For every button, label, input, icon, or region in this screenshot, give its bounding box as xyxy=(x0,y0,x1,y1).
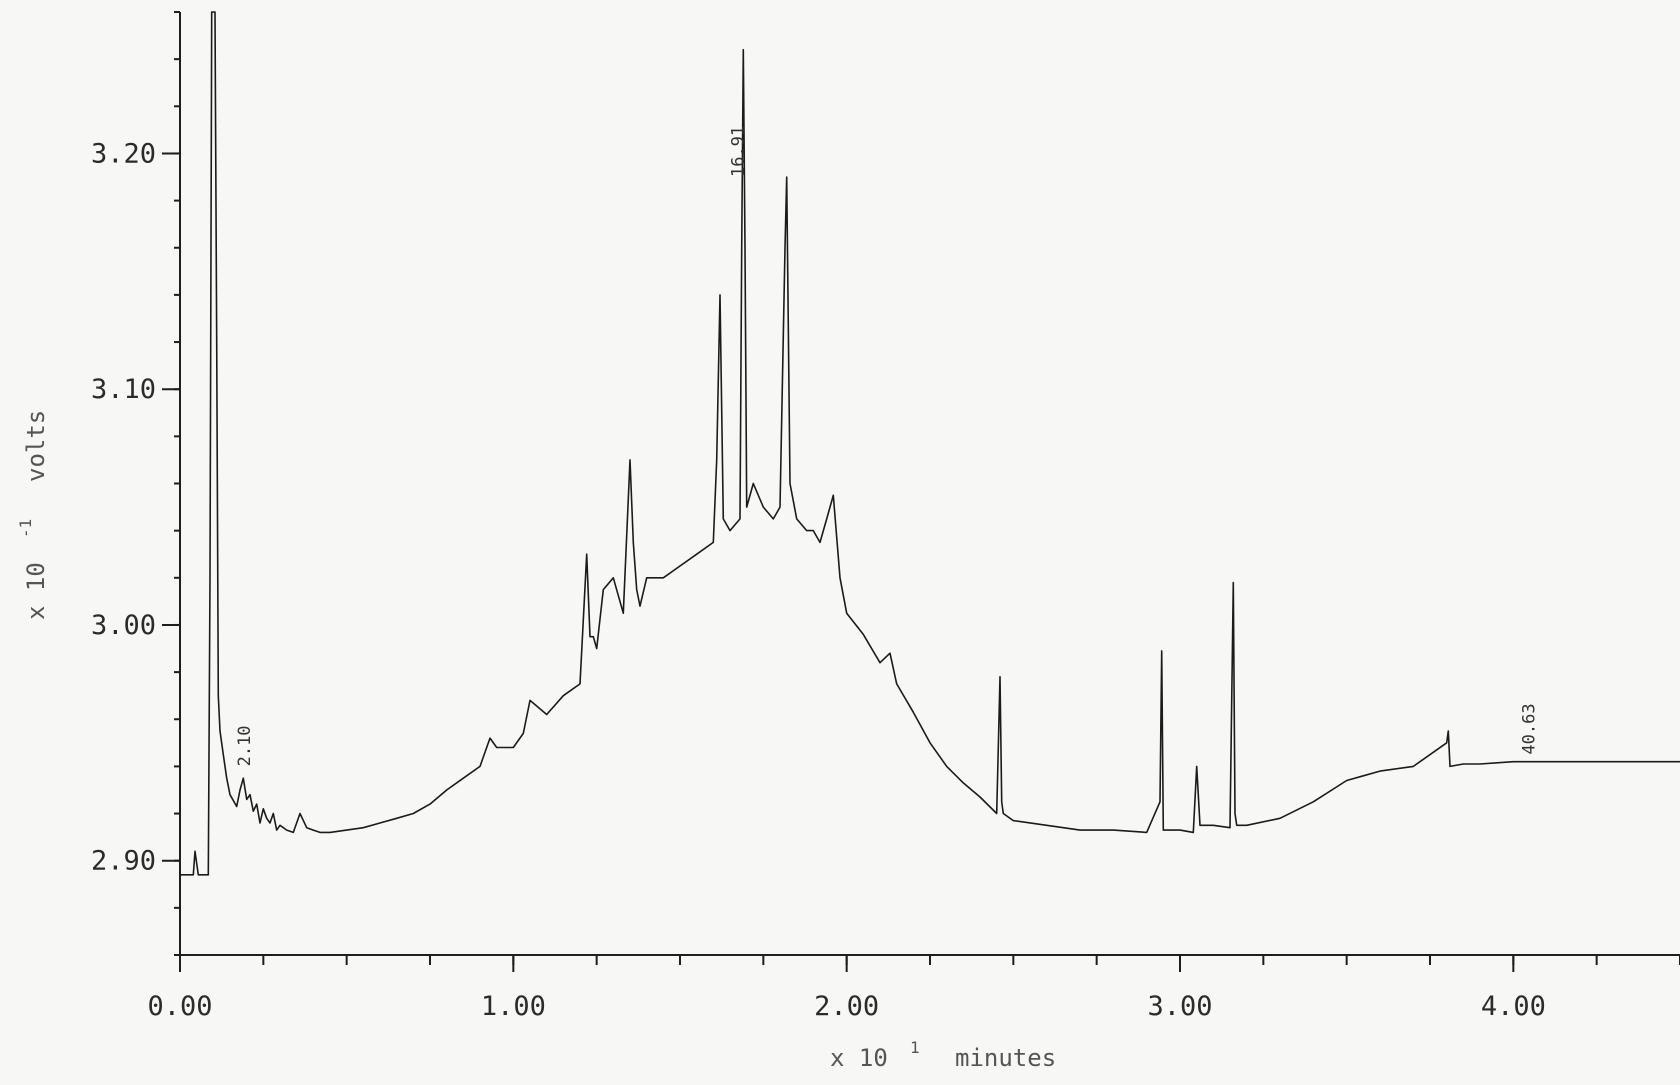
y-axis-title: x 10 -1 volts xyxy=(16,410,50,620)
x-axis-title-prefix: x 10 xyxy=(830,1044,888,1072)
plot-area: 0.00 1.00 2.00 3.00 4.00 2.90 3.00 3.10 3.20 2.… xyxy=(91,11,1680,1022)
peak-label: 40.63 xyxy=(1519,703,1539,754)
x-tick-label: 1.00 xyxy=(481,991,546,1022)
y-tick-label: 3.20 xyxy=(91,138,156,169)
y-tick-label: 3.10 xyxy=(91,374,156,405)
x-ticks: 0.00 1.00 2.00 3.00 4.00 xyxy=(147,955,1546,1022)
x-tick-label: 2.00 xyxy=(814,991,879,1022)
y-axis-title-prefix: x 10 xyxy=(22,562,50,620)
y-tick-label: 2.90 xyxy=(91,846,156,877)
x-tick-label: 0.00 xyxy=(147,991,212,1022)
x-minor-ticks xyxy=(179,955,1680,965)
y-tick-label: 3.00 xyxy=(91,610,156,641)
x-axis-title-exponent: 1 xyxy=(910,1038,920,1057)
y-axis-title-exponent: -1 xyxy=(16,519,35,538)
peak-annotations: 2.10 16.91 40.63 xyxy=(235,126,1539,767)
x-tick-label: 4.00 xyxy=(1481,991,1546,1022)
x-tick-label: 3.00 xyxy=(1147,991,1212,1022)
y-ticks: 2.90 3.00 3.10 3.20 xyxy=(91,138,180,877)
peak-label: 2.10 xyxy=(235,725,255,766)
y-axis-title-unit: volts xyxy=(22,410,50,482)
x-axis-title: x 10 1 minutes xyxy=(830,1038,1056,1072)
peak-label: 16.91 xyxy=(728,126,748,177)
x-axis-title-unit: minutes xyxy=(955,1044,1056,1072)
signal-trace xyxy=(180,11,1680,876)
